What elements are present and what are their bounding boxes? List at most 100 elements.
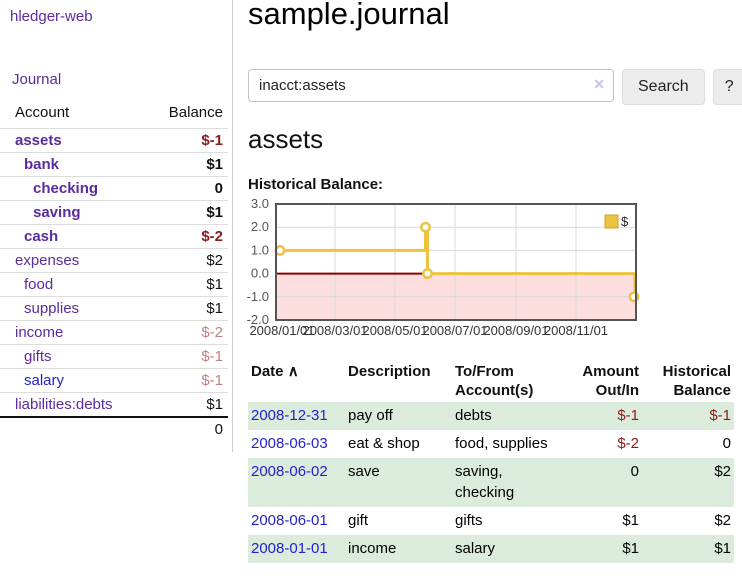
help-button[interactable]: ? bbox=[712, 69, 742, 105]
legend-label: $ bbox=[621, 214, 629, 229]
account-link[interactable]: assets bbox=[15, 132, 62, 149]
transaction-date-link[interactable]: 2008-06-01 bbox=[251, 512, 328, 529]
transaction-row: 2008-01-01 income salary $1 $1 bbox=[248, 535, 734, 563]
accounts-col-balance: Balance bbox=[168, 104, 223, 121]
transaction-row: 2008-06-02 save saving, checking 0 $2 bbox=[248, 458, 734, 507]
transaction-row: 2008-06-01 gift gifts $1 $2 bbox=[248, 507, 734, 535]
transaction-description: pay off bbox=[348, 407, 393, 424]
x-tick-label: 2008/07/01 bbox=[422, 323, 487, 338]
x-tick-label: 2008/05/01 bbox=[362, 323, 427, 338]
transaction-accounts: gifts bbox=[455, 512, 483, 529]
transaction-description: gift bbox=[348, 512, 369, 529]
account-row: salary $-1 bbox=[0, 368, 228, 393]
transaction-balance: $1 bbox=[714, 540, 731, 557]
data-point-marker bbox=[274, 244, 286, 256]
account-balance: $1 bbox=[206, 300, 223, 317]
y-tick-label: 1.0 bbox=[251, 242, 269, 257]
sidebar-item-journal[interactable]: Journal bbox=[12, 71, 62, 88]
y-tick-label: 3.0 bbox=[251, 196, 269, 211]
col-header-balance: Historical Balance bbox=[662, 363, 731, 399]
account-link[interactable]: expenses bbox=[15, 252, 80, 269]
account-link[interactable]: salary bbox=[24, 372, 65, 389]
account-balance: $1 bbox=[206, 396, 223, 413]
col-header-date[interactable]: Date ∧ bbox=[251, 363, 299, 380]
sort-asc-icon: ∧ bbox=[287, 363, 299, 380]
x-tick-label: 2008/11/01 bbox=[544, 323, 608, 338]
account-balance: $-2 bbox=[201, 228, 223, 245]
y-tick-label: 0.0 bbox=[251, 266, 269, 281]
account-row: food $1 bbox=[0, 272, 228, 297]
data-point-marker bbox=[422, 268, 433, 280]
transaction-amount: $1 bbox=[622, 540, 639, 557]
balance-chart-svg: 3.0 2.0 1.0 0.0 -1.0 -2.02008/01/012008/03/01… bbox=[247, 196, 640, 338]
transaction-balance: $2 bbox=[714, 463, 731, 480]
account-link[interactable]: liabilities:debts bbox=[15, 396, 113, 413]
col-header-amount: Amount Out/In bbox=[582, 363, 639, 399]
transaction-row: 2008-06-03 eat & shop food, supplies $-2… bbox=[248, 430, 734, 458]
account-row: liabilities:debts $1 bbox=[0, 392, 228, 417]
account-row: expenses $2 bbox=[0, 248, 228, 273]
account-link[interactable]: supplies bbox=[24, 300, 80, 317]
transactions-panel: Date ∧ Description To/From Account(s) Amo… bbox=[248, 360, 734, 563]
transaction-date-link[interactable]: 2008-12-31 bbox=[251, 407, 328, 424]
x-tick-label: 2008/03/01 bbox=[302, 323, 367, 338]
transaction-accounts: debts bbox=[455, 407, 492, 424]
account-link[interactable]: checking bbox=[33, 180, 99, 197]
y-tick-label: -2.0 bbox=[247, 312, 269, 327]
transaction-accounts: food, supplies bbox=[455, 435, 548, 452]
account-row: cash $-2 bbox=[0, 224, 228, 249]
account-link[interactable]: cash bbox=[24, 228, 59, 245]
accounts-table: Account Balance assets $-1 bank $1 check… bbox=[0, 102, 228, 441]
transaction-description: income bbox=[348, 540, 397, 557]
account-row: bank $1 bbox=[0, 152, 228, 177]
account-row: income $-2 bbox=[0, 320, 228, 345]
account-link[interactable]: bank bbox=[24, 156, 60, 173]
account-balance: $2 bbox=[206, 252, 223, 269]
account-heading: assets bbox=[248, 124, 324, 154]
accounts-total-value: 0 bbox=[148, 416, 228, 441]
transaction-description: save bbox=[348, 463, 380, 480]
transactions-header-row: Date ∧ Description To/From Account(s) Amo… bbox=[248, 360, 734, 402]
transaction-balance: $-1 bbox=[709, 407, 731, 424]
transaction-date-link[interactable]: 2008-06-03 bbox=[251, 435, 328, 452]
account-balance: $1 bbox=[206, 276, 223, 293]
account-balance: $-2 bbox=[201, 324, 223, 341]
transaction-description: eat & shop bbox=[348, 435, 420, 452]
transactions-table: Date ∧ Description To/From Account(s) Amo… bbox=[248, 360, 734, 563]
transaction-date-link[interactable]: 2008-01-01 bbox=[251, 540, 328, 557]
transaction-amount: $-2 bbox=[617, 435, 639, 452]
account-link[interactable]: income bbox=[15, 324, 64, 341]
account-row: saving $1 bbox=[0, 200, 228, 225]
transaction-accounts: salary bbox=[455, 540, 496, 557]
accounts-total-row: 0 bbox=[0, 416, 228, 441]
page-title: sample.journal bbox=[248, 0, 450, 31]
account-link[interactable]: food bbox=[24, 276, 54, 293]
account-balance: $-1 bbox=[201, 372, 223, 389]
transaction-amount: $1 bbox=[622, 512, 639, 529]
legend-swatch bbox=[604, 214, 619, 229]
account-link[interactable]: gifts bbox=[24, 348, 52, 365]
search-button[interactable]: Search bbox=[622, 69, 705, 105]
x-tick-label: 2008/09/01 bbox=[483, 323, 548, 338]
transaction-row: 2008-12-31 pay off debts $-1 $-1 bbox=[248, 402, 734, 430]
plot-border bbox=[275, 203, 637, 321]
app-title-link[interactable]: hledger-web bbox=[10, 8, 93, 25]
transaction-accounts: saving, checking bbox=[455, 463, 515, 501]
account-row: assets $-1 bbox=[0, 128, 228, 153]
transaction-date-link[interactable]: 2008-06-02 bbox=[251, 463, 328, 480]
account-row: gifts $-1 bbox=[0, 344, 228, 369]
search-input[interactable] bbox=[248, 69, 614, 102]
sidebar: hledger-web Journal Account Balance asse… bbox=[0, 0, 233, 452]
search-bar: ✕ Search ? bbox=[248, 69, 742, 105]
historical-balance-chart: 3.0 2.0 1.0 0.0 -1.0 -2.0 2008/01/01 2008/03/01… bbox=[244, 196, 742, 346]
accounts-panel: Account Balance assets $-1 bank $1 check… bbox=[0, 102, 228, 441]
transaction-amount: 0 bbox=[630, 463, 639, 480]
y-tick-label: 2.0 bbox=[251, 219, 269, 234]
transactions-table-body: 2008-12-31 pay off debts $-1 $-1 2008-06… bbox=[248, 402, 734, 563]
accounts-col-account: Account bbox=[15, 104, 70, 121]
transaction-amount: $-1 bbox=[617, 407, 639, 424]
clear-search-icon[interactable]: ✕ bbox=[593, 76, 605, 92]
account-link[interactable]: saving bbox=[33, 204, 81, 221]
y-tick-label: -1.0 bbox=[247, 289, 269, 304]
main-content: sample.journal ✕ Search ? assets Histori… bbox=[247, 0, 742, 582]
